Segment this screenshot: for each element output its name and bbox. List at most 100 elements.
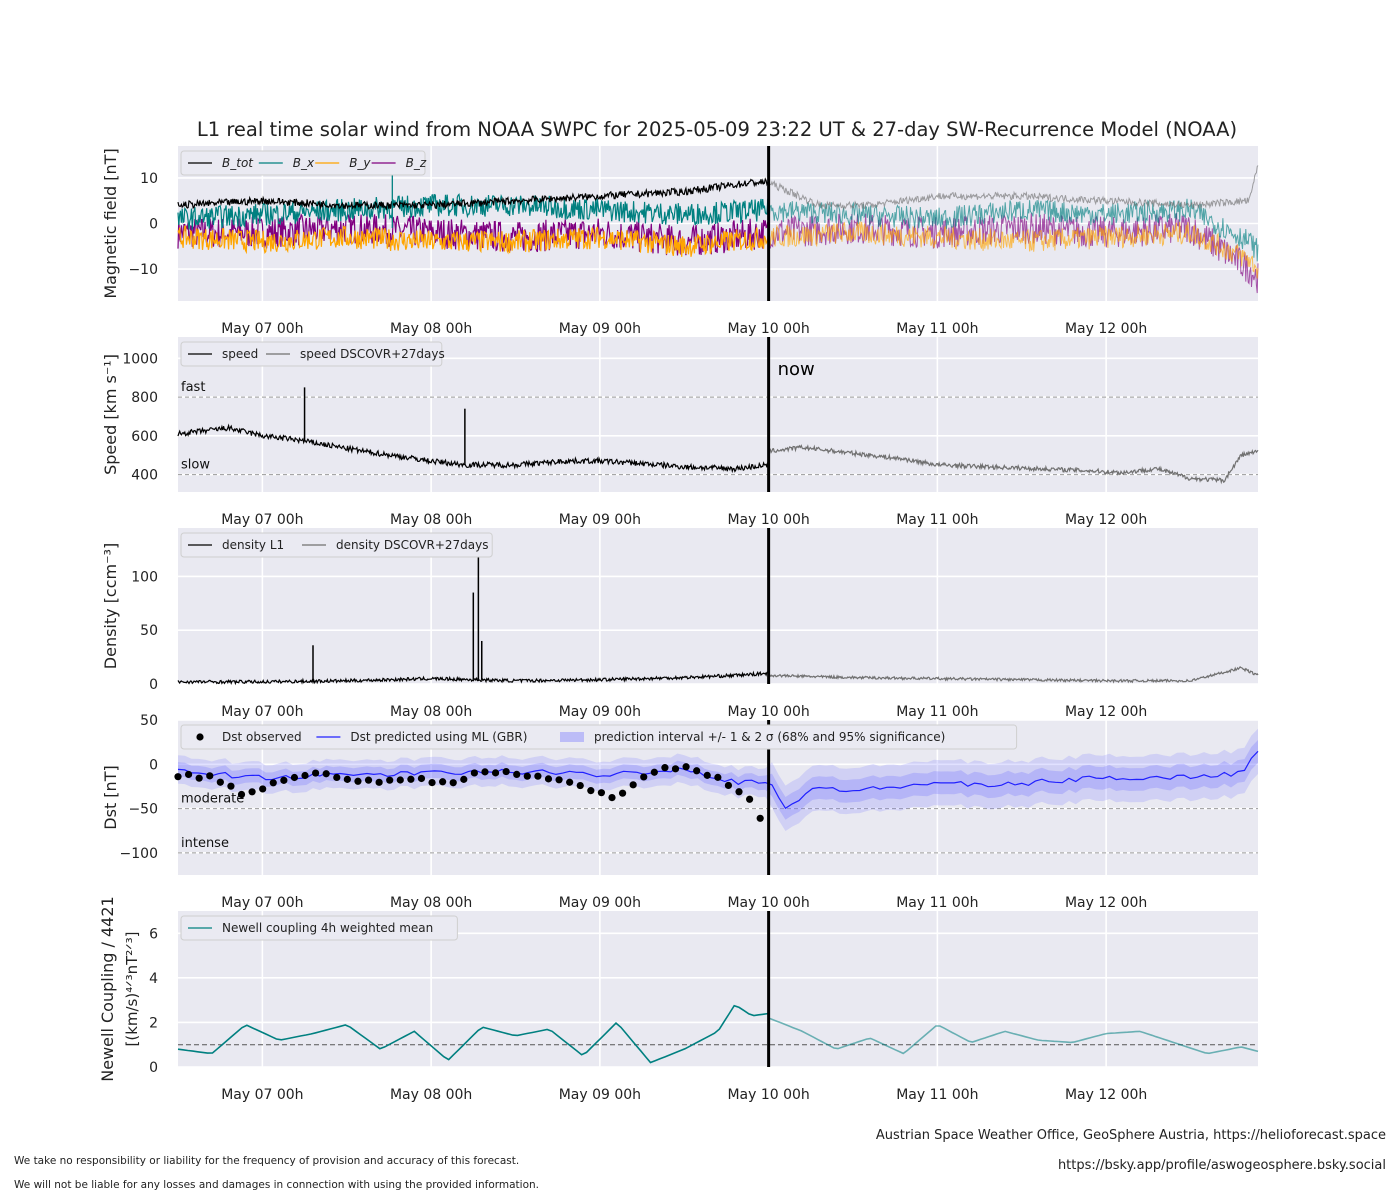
legend: Dst observed Dst predicted using ML (GBR)… bbox=[180, 724, 1018, 750]
dst-observed-point bbox=[746, 795, 754, 803]
series-recurrence bbox=[768, 666, 1259, 684]
dst-observed-point bbox=[375, 778, 383, 786]
series-newell-recurrence bbox=[768, 1017, 1259, 1055]
dst-observed-point bbox=[386, 776, 394, 784]
legend-label: prediction interval +/- 1 & 2 σ (68% and… bbox=[594, 730, 945, 744]
y-axis-label: Newell Coupling / 4421 bbox=[98, 896, 117, 1081]
x-tick-label: May 10 00h bbox=[727, 512, 809, 528]
dst-observed-point bbox=[312, 769, 320, 777]
series-btot-observed bbox=[177, 177, 770, 211]
x-tick-label: May 08 00h bbox=[390, 512, 472, 528]
y-tick-label: −10 bbox=[128, 262, 158, 278]
dst-observed-point bbox=[640, 773, 648, 781]
y-tick-label: 400 bbox=[131, 468, 158, 484]
x-tick-label: May 12 00h bbox=[1065, 321, 1147, 337]
y-axis-label: Density [ccm⁻³] bbox=[101, 543, 120, 669]
legend: B_tot B_x B_y B_z bbox=[180, 150, 427, 176]
threshold-label: moderate bbox=[181, 792, 244, 807]
legend: Newell coupling 4h weighted mean bbox=[180, 915, 458, 941]
figure-title: L1 real time solar wind from NOAA SWPC f… bbox=[197, 118, 1237, 141]
legend-marker bbox=[196, 733, 204, 741]
dst-observed-point bbox=[195, 774, 203, 782]
dst-observed-point bbox=[280, 776, 288, 784]
dst-observed-point bbox=[216, 778, 224, 786]
x-tick-label: May 12 00h bbox=[1065, 1087, 1147, 1103]
dst-observed-point bbox=[618, 789, 627, 797]
series-observed bbox=[177, 670, 769, 686]
y-tick-label: 0 bbox=[149, 217, 158, 233]
y-tick-label: 50 bbox=[140, 623, 158, 639]
dst-observed-point bbox=[237, 790, 246, 799]
dst-observed-point bbox=[703, 771, 711, 779]
legend-label: B_x bbox=[293, 156, 315, 170]
legend-label: speed DSCOVR+27days bbox=[300, 347, 445, 361]
dst-observed-point bbox=[491, 769, 500, 777]
x-tick-label: May 07 00h bbox=[221, 512, 303, 528]
dst-observed-point bbox=[333, 773, 341, 782]
dst-observed-point bbox=[735, 788, 743, 796]
dst-observed-point bbox=[417, 774, 426, 783]
dst-observed-point bbox=[460, 775, 468, 783]
x-tick-label: May 08 00h bbox=[390, 321, 472, 337]
dst-observed-point bbox=[714, 773, 722, 781]
legend: speed speed DSCOVR+27days bbox=[180, 341, 445, 367]
x-tick-label: May 12 00h bbox=[1065, 512, 1147, 528]
x-tick-label: May 07 00h bbox=[221, 1087, 303, 1103]
dst-observed-point bbox=[470, 769, 478, 777]
dst-observed-point bbox=[650, 768, 658, 776]
dst-observed-point bbox=[248, 788, 256, 796]
dst-observed-point bbox=[724, 781, 733, 790]
legend: density L1 density DSCOVR+27days bbox=[180, 532, 493, 558]
panel-4: May 07 00h May 08 00h May 09 00h May 10 00h… bbox=[101, 713, 1259, 911]
dst-observed-point bbox=[449, 779, 457, 787]
dst-observed-point bbox=[682, 763, 690, 771]
x-tick-label: May 10 00h bbox=[727, 704, 809, 720]
x-tick-label: May 07 00h bbox=[221, 704, 303, 720]
x-tick-label: May 08 00h bbox=[390, 895, 472, 911]
series-observed bbox=[177, 423, 769, 474]
legend-label: speed bbox=[222, 347, 258, 361]
credit-line-2: https://bsky.app/profile/aswogeosphere.b… bbox=[1057, 1158, 1386, 1173]
dst-observed-point bbox=[513, 770, 521, 778]
dst-observed-point bbox=[756, 814, 764, 822]
y-tick-label: 0 bbox=[149, 1060, 158, 1076]
threshold-label: slow bbox=[181, 458, 210, 473]
disclaimer-line-1: We take no responsibility or liability f… bbox=[14, 1155, 520, 1167]
series-newell bbox=[177, 1004, 769, 1064]
dst-observed-point bbox=[343, 775, 351, 783]
x-tick-label: May 11 00h bbox=[896, 512, 978, 528]
dst-observed-point bbox=[354, 777, 362, 785]
dst-observed-point bbox=[396, 776, 404, 784]
x-tick-label: May 09 00h bbox=[559, 512, 641, 528]
y-tick-label: −100 bbox=[120, 846, 158, 862]
panel-2: May 07 00h May 08 00h May 09 00h May 10 00h… bbox=[101, 337, 1259, 528]
x-tick-label: May 11 00h bbox=[896, 704, 978, 720]
panel-1: May 07 00h May 08 00h May 09 00h May 10 00h… bbox=[101, 146, 1259, 337]
legend-box bbox=[180, 915, 458, 941]
y-tick-label: 4 bbox=[149, 971, 158, 987]
legend-label: Dst predicted using ML (GBR) bbox=[350, 730, 527, 744]
dst-observed-point bbox=[597, 789, 606, 797]
y-tick-label: 600 bbox=[131, 429, 158, 445]
y-tick-label: 50 bbox=[140, 713, 158, 729]
legend-label: B_tot bbox=[222, 156, 254, 170]
now-label: now bbox=[778, 359, 815, 380]
dst-observed-point bbox=[269, 779, 277, 787]
dst-observed-point bbox=[407, 775, 415, 783]
x-tick-label: May 11 00h bbox=[896, 321, 978, 337]
legend-box bbox=[180, 341, 443, 367]
x-tick-label: May 09 00h bbox=[559, 1087, 641, 1103]
dst-observed-point bbox=[534, 772, 542, 780]
x-tick-label: May 11 00h bbox=[896, 895, 978, 911]
legend-box bbox=[180, 724, 1018, 750]
dst-observed-point bbox=[184, 770, 193, 779]
legend-box bbox=[180, 532, 493, 558]
panel-3: May 07 00h May 08 00h May 09 00h May 10 00h… bbox=[101, 528, 1259, 720]
legend-marker bbox=[560, 732, 584, 742]
y-tick-label: 1000 bbox=[122, 351, 158, 367]
y-axis-label: Dst [nT] bbox=[101, 765, 120, 829]
panels-group: May 07 00h May 08 00h May 09 00h May 10 00h… bbox=[98, 146, 1259, 1103]
x-tick-label: May 12 00h bbox=[1065, 704, 1147, 720]
x-tick-label: May 08 00h bbox=[390, 704, 472, 720]
